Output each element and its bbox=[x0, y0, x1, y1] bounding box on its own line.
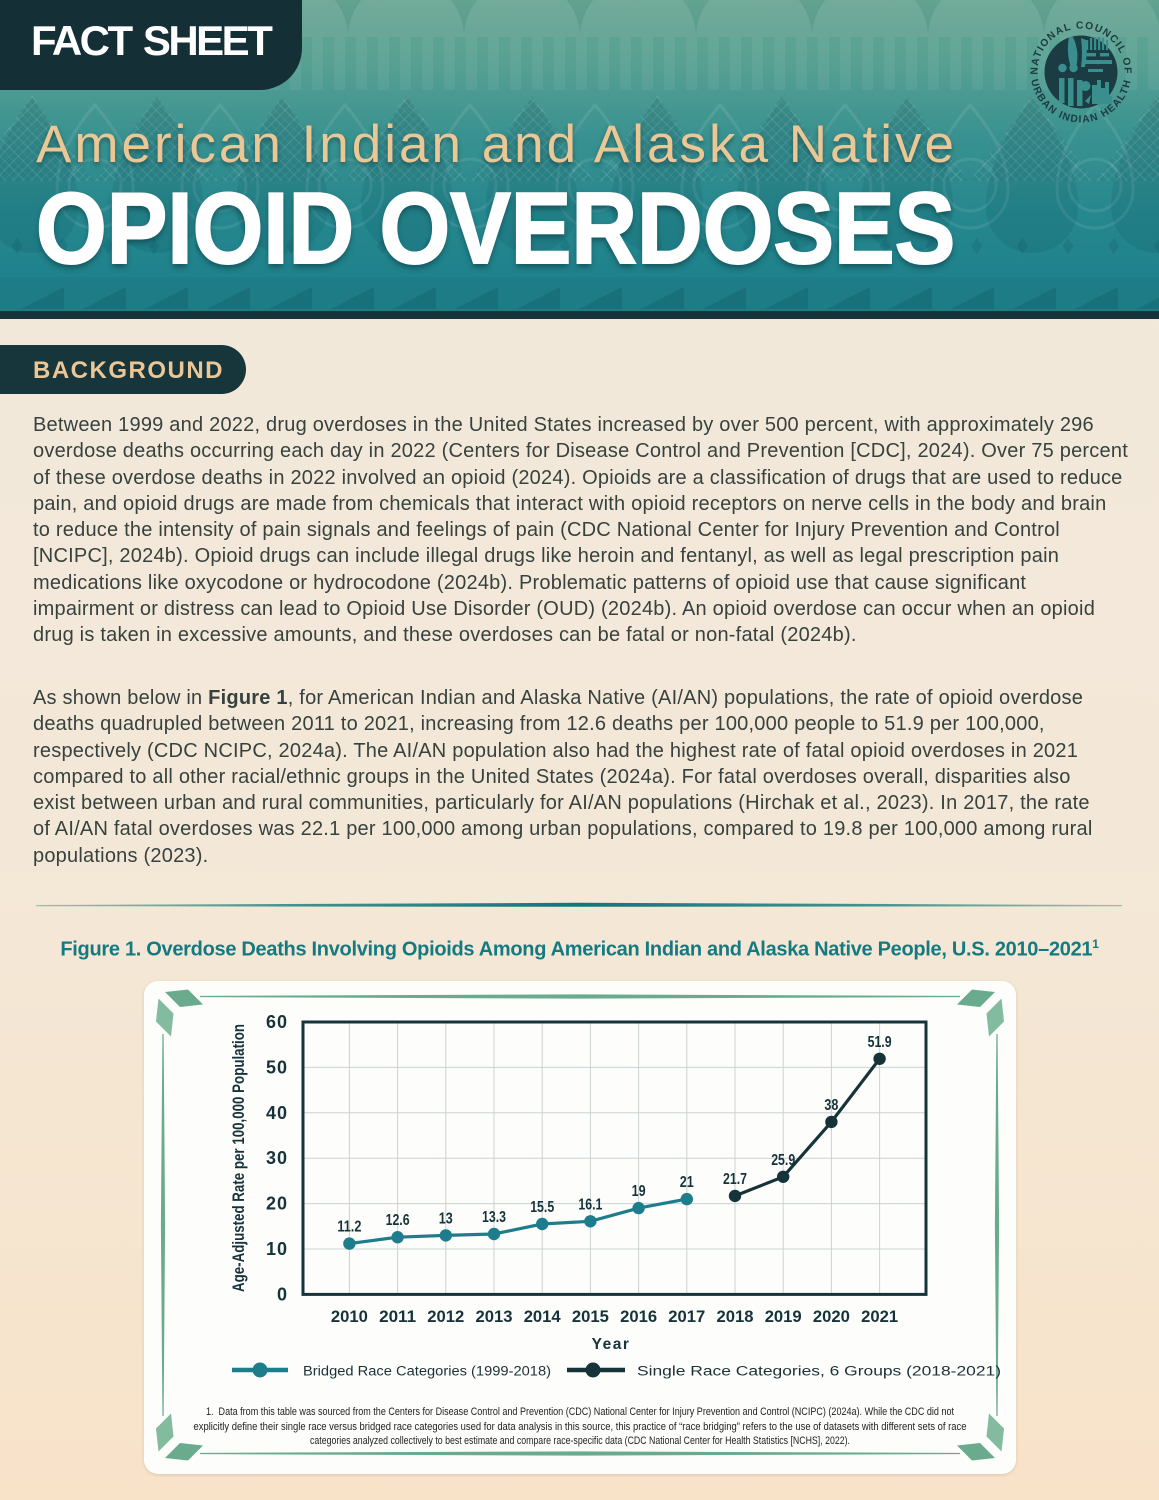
svg-text:1. Data from this table was s: 1. Data from this table was sourced from… bbox=[206, 1406, 954, 1418]
svg-text:2019: 2019 bbox=[765, 1307, 802, 1326]
svg-text:19: 19 bbox=[632, 1183, 646, 1200]
svg-text:2014: 2014 bbox=[524, 1307, 562, 1326]
svg-text:2015: 2015 bbox=[572, 1307, 609, 1326]
svg-text:categories analyzed collective: categories analyzed collectively to best… bbox=[310, 1435, 850, 1447]
svg-text:11.2: 11.2 bbox=[337, 1219, 361, 1236]
svg-text:2012: 2012 bbox=[427, 1307, 464, 1326]
svg-text:10: 10 bbox=[266, 1239, 288, 1259]
svg-text:2010: 2010 bbox=[331, 1307, 368, 1326]
svg-text:21: 21 bbox=[680, 1174, 694, 1191]
svg-text:13.3: 13.3 bbox=[482, 1209, 506, 1226]
svg-text:12.6: 12.6 bbox=[386, 1212, 410, 1229]
svg-text:30: 30 bbox=[266, 1148, 288, 1168]
svg-text:60: 60 bbox=[266, 1012, 288, 1032]
svg-text:38: 38 bbox=[824, 1097, 838, 1114]
svg-text:2011: 2011 bbox=[379, 1307, 416, 1326]
svg-text:51.9: 51.9 bbox=[868, 1034, 892, 1051]
svg-text:2017: 2017 bbox=[668, 1307, 705, 1326]
svg-text:explicitly define their single: explicitly define their single race vers… bbox=[194, 1421, 967, 1433]
svg-text:20: 20 bbox=[266, 1194, 288, 1214]
svg-text:50: 50 bbox=[266, 1057, 288, 1077]
svg-text:Single Race Categories, 6 Grou: Single Race Categories, 6 Groups (2018-2… bbox=[637, 1364, 1001, 1379]
svg-text:Age-Adjusted Rate per 100,000: Age-Adjusted Rate per 100,000 Population bbox=[229, 1024, 248, 1292]
svg-text:0: 0 bbox=[277, 1284, 288, 1304]
svg-text:2018: 2018 bbox=[717, 1307, 754, 1326]
svg-text:2016: 2016 bbox=[620, 1307, 657, 1326]
svg-text:2021: 2021 bbox=[861, 1307, 898, 1326]
svg-text:13: 13 bbox=[439, 1210, 453, 1227]
svg-text:Bridged Race Categories (1999-: Bridged Race Categories (1999-2018) bbox=[303, 1364, 551, 1379]
svg-text:16.1: 16.1 bbox=[578, 1196, 602, 1213]
svg-text:2013: 2013 bbox=[476, 1307, 513, 1326]
svg-text:15.5: 15.5 bbox=[530, 1199, 554, 1216]
svg-text:Year: Year bbox=[592, 1336, 631, 1353]
svg-text:40: 40 bbox=[266, 1103, 288, 1123]
svg-text:25.9: 25.9 bbox=[771, 1152, 795, 1169]
svg-text:21.7: 21.7 bbox=[723, 1171, 747, 1188]
svg-text:2020: 2020 bbox=[813, 1307, 850, 1326]
